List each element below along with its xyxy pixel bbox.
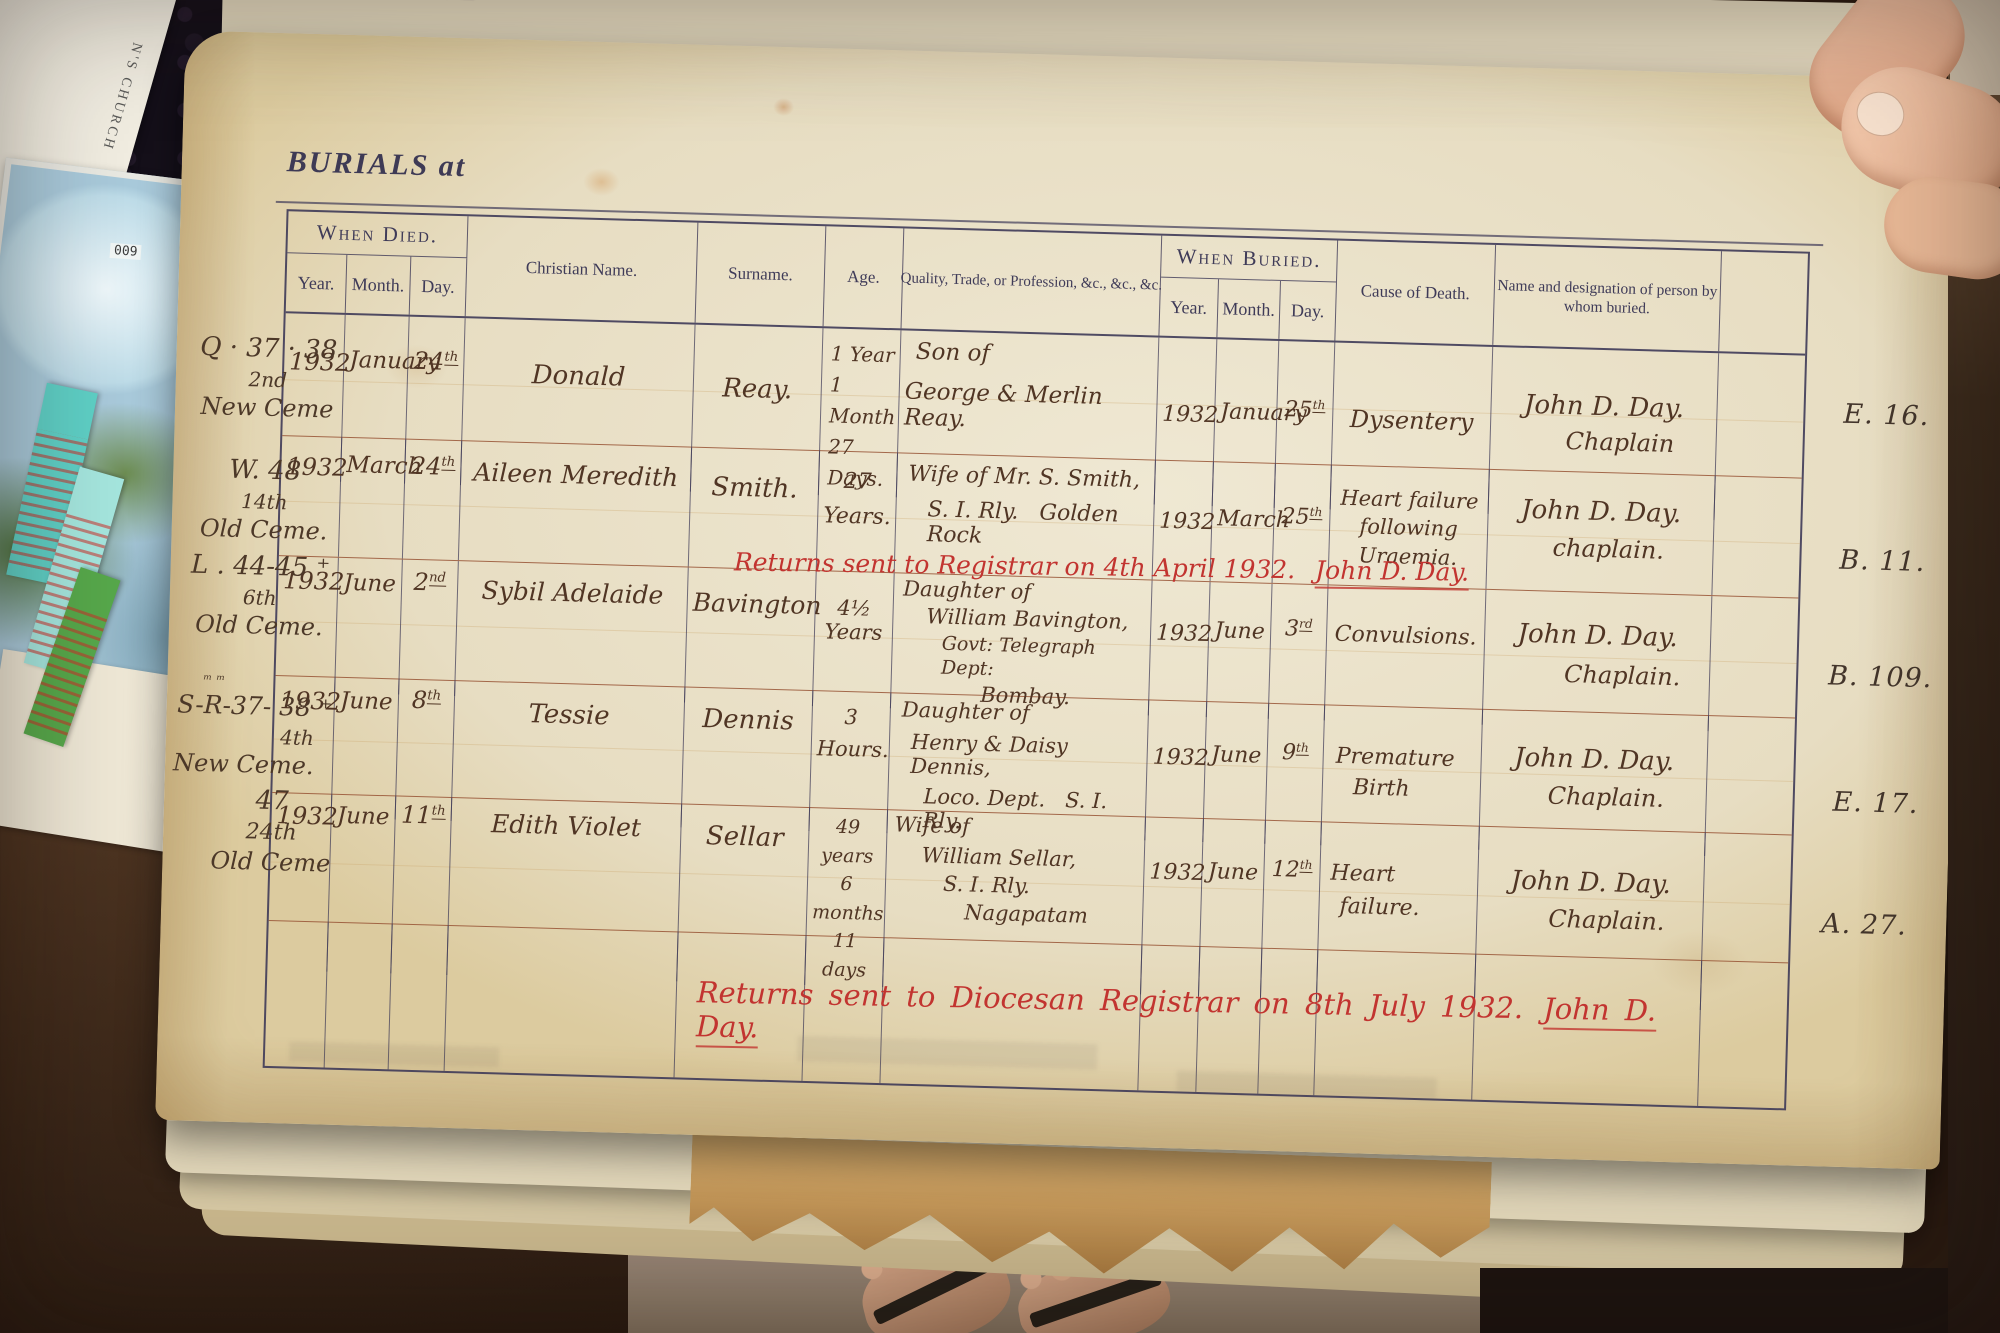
header-age: Age. <box>823 226 905 329</box>
grave-reference: A. 27. <box>1820 908 1908 942</box>
header-when-buried: When Buried. <box>1161 235 1339 283</box>
film-frame-label: 009 <box>109 242 142 261</box>
header-cause-of-death: Cause of Death. <box>1335 240 1497 345</box>
burial-register-table: When Died. Christian Name. Surname. Age.… <box>262 209 1811 1111</box>
died-month: March <box>338 437 423 559</box>
signature: John D. Day. <box>1314 555 1470 591</box>
margin-annotation: L . 44-45 ⁺ 6th Old Ceme. <box>190 549 331 642</box>
header-buried-month: Month. <box>1217 279 1281 339</box>
age: 4½ Years <box>812 571 895 709</box>
page-title: BURIALS at <box>286 145 467 184</box>
margin-cell <box>1709 596 1799 734</box>
margin-annotation: W. 48 14th Old Ceme. <box>199 454 328 546</box>
register-page: BURIALS at When Died. Christian Name. Su… <box>155 30 1970 1170</box>
grave-reference: B. 11. <box>1838 544 1926 579</box>
shadow-area <box>1480 1268 2000 1333</box>
header-profession: Quality, Trade, or Profession, &c., &c.,… <box>900 228 1162 336</box>
grave-reference: E. 16. <box>1843 398 1930 433</box>
buried-month: June <box>1206 582 1273 720</box>
mirrored-show-through-text: DIVISION <box>300 0 475 7</box>
died-day: 24th <box>402 439 463 561</box>
margin-annotation: Q · 37 · 38 2nd New Ceme <box>199 331 338 424</box>
died-day: 2nd <box>399 559 459 697</box>
empty-cell <box>1698 961 1788 1108</box>
cause-of-death: Convulsions. <box>1324 585 1487 726</box>
header-buried-year: Year. <box>1159 277 1220 338</box>
header-buried-by: Name and designation of person by whom b… <box>1493 244 1722 352</box>
grave-reference: B. 109. <box>1827 660 1933 695</box>
died-month: June <box>335 557 403 695</box>
header-margin-column <box>1719 251 1808 353</box>
margin-annotation: ᵐ ᵐ S-R-37- 38 ⁺ 4th New Ceme. <box>172 672 333 780</box>
header-surname: Surname. <box>695 222 827 327</box>
grave-reference: E. 17. <box>1832 786 1919 820</box>
fingernail <box>1850 85 1911 143</box>
margin-annotation: 47 24th Old Ceme <box>210 785 331 879</box>
header-died-month: Month. <box>345 254 412 315</box>
christian-name: Aileen Meredith <box>458 441 693 567</box>
header-buried-day: Day. <box>1279 280 1337 341</box>
margin-cell <box>1712 476 1801 597</box>
buried-day: 3rd <box>1268 583 1329 721</box>
header-when-died: When Died. <box>287 211 469 259</box>
header-christian-name: Christian Name. <box>465 216 699 323</box>
surname: Bavington <box>684 567 822 707</box>
buried-year: 1932 <box>1148 580 1212 718</box>
header-died-year: Year. <box>285 253 348 313</box>
header-died-day: Day. <box>409 256 468 317</box>
